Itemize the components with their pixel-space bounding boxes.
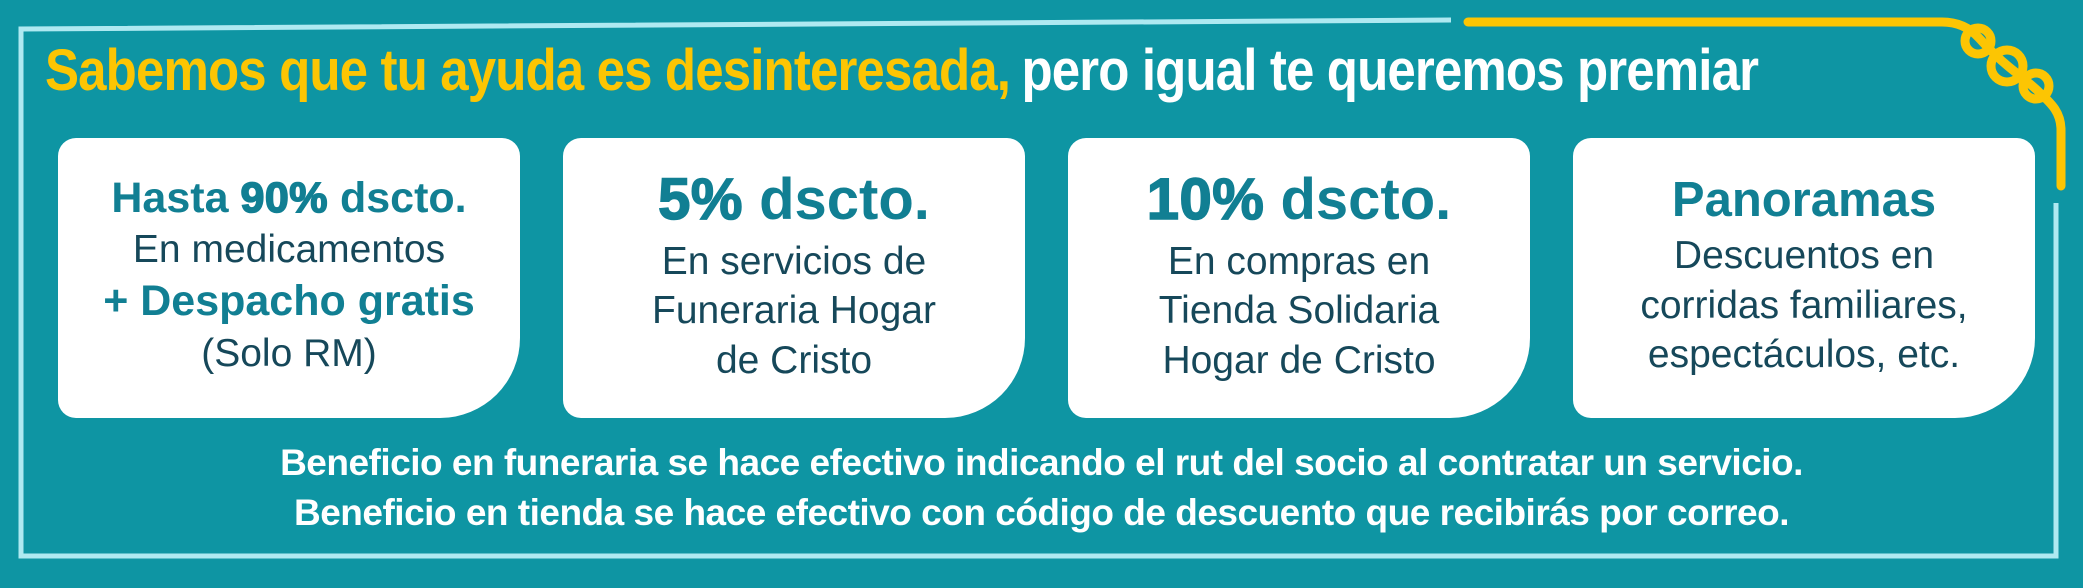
card-farmacia-highlight: + Despacho gratis <box>103 277 475 325</box>
headline: Sabemos que tu ayuda es desinteresada, pe… <box>45 38 1759 105</box>
benefit-cards: Hasta 90% dscto. En medicamentos + Despa… <box>58 138 2035 418</box>
benefit-card-farmacia: Hasta 90% dscto. En medicamentos + Despa… <box>58 138 520 418</box>
benefit-card-panoramas: Panoramas Descuentos en corridas familia… <box>1573 138 2035 418</box>
card-tienda-body-line: Hogar de Cristo <box>1162 339 1436 382</box>
disclaimer-line-1: Beneficio en funeraria se hace efectivo … <box>280 442 1803 483</box>
benefit-card-tienda: 10% dscto. En compras en Tienda Solidari… <box>1068 138 1530 418</box>
card-panoramas-body-line: espectáculos, etc. <box>1647 333 1961 377</box>
card-funeraria-title-big: 5% <box>657 167 743 234</box>
disclaimer-line-2: Beneficio en tienda se hace efectivo con… <box>294 491 1789 533</box>
card-funeraria-title-post: dscto. <box>742 167 930 233</box>
headline-highlight: Sabemos que tu ayuda es desinteresada, <box>45 38 1011 103</box>
headline-rest: pero igual te queremos premiar <box>1021 38 1759 103</box>
card-farmacia-body: En medicamentos <box>132 228 446 272</box>
card-panoramas-body-line: corridas familiares, <box>1640 283 1968 327</box>
card-tienda-body-line: Tienda Solidaria <box>1158 289 1440 333</box>
card-tienda-title-post: dscto. <box>1264 167 1452 233</box>
card-tienda-title-big: 10% <box>1146 167 1265 234</box>
card-funeraria-title: 5% dscto. <box>657 164 930 237</box>
card-tienda-body-line: En compras en <box>1167 239 1431 283</box>
benefit-card-funeraria: 5% dscto. En servicios de Funeraria Hoga… <box>563 138 1025 418</box>
card-funeraria-body-line: de Cristo <box>715 339 873 382</box>
card-tienda-title: 10% dscto. <box>1146 164 1452 237</box>
card-farmacia-note: (Solo RM) <box>201 331 377 375</box>
card-farmacia-title-pre: Hasta <box>111 173 241 222</box>
card-farmacia-title: Hasta 90% dscto. <box>111 172 466 226</box>
disclaimer: Beneficio en funeraria se hace efectivo … <box>0 438 2083 538</box>
card-panoramas-title: Panoramas <box>1671 173 1937 228</box>
card-farmacia-title-post: dscto. <box>328 173 467 222</box>
card-panoramas-body-line: Descuentos en <box>1673 234 1935 278</box>
card-funeraria-body-line: En servicios de <box>661 239 927 283</box>
card-funeraria-body-line: Funeraria Hogar <box>652 289 936 333</box>
card-farmacia-title-big: 90% <box>240 173 329 223</box>
